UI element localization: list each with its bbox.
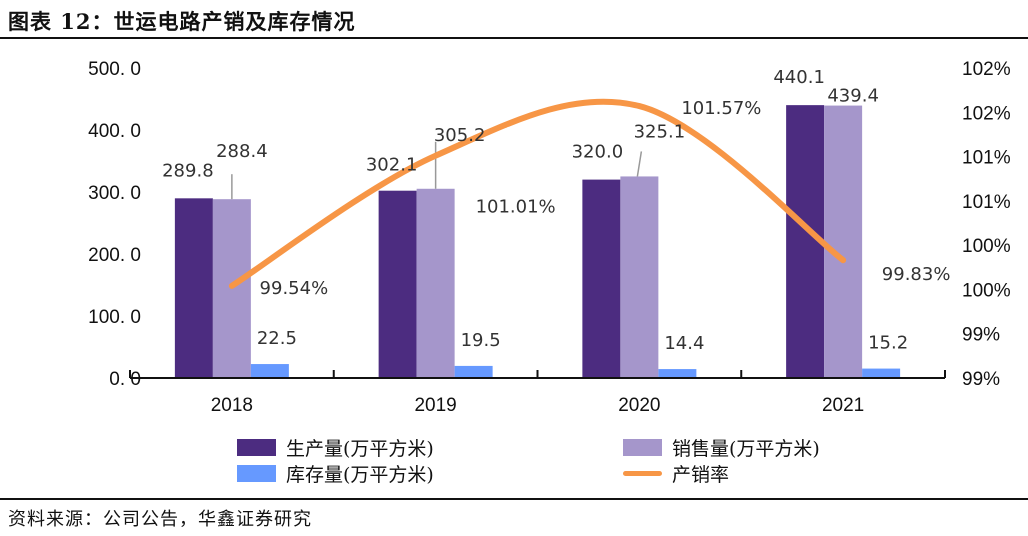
data-label-ratio-2019: 101.01% <box>476 197 556 218</box>
left-axis-tick-label: 500. 0 <box>88 59 141 80</box>
data-label-sales-2018: 288.4 <box>216 141 268 162</box>
data-label-inventory-2020: 14.4 <box>664 333 704 354</box>
right-axis-tick-label: 99% <box>962 325 1000 346</box>
legend-item-inventory: 库存量(万平方米) <box>237 460 434 487</box>
legend-item-sales: 销售量(万平方米) <box>623 434 820 461</box>
leader-lines-layer <box>231 141 643 200</box>
data-label-ratio-2018: 99.54% <box>260 278 329 299</box>
right-axis-tick-label: 101% <box>962 148 1011 169</box>
x-tick-label-2019: 2019 <box>414 395 456 416</box>
left-axis-tick-label: 100. 0 <box>88 307 141 328</box>
bar-sales-2020 <box>620 176 659 378</box>
left-axis-tick-label: 0. 0 <box>109 369 141 390</box>
data-label-ratio-2020: 101.57% <box>681 98 761 119</box>
data-label-sales-2021: 439.4 <box>827 86 879 107</box>
data-label-inventory-2019: 19.5 <box>461 330 501 351</box>
data-label-sales-2019: 305.2 <box>434 125 486 146</box>
bar-production-2020 <box>582 179 621 378</box>
data-label-production-2020: 320.0 <box>572 142 624 163</box>
data-label-ratio-2021: 99.83% <box>882 264 951 285</box>
legend-swatch-sales <box>623 439 662 456</box>
data-label-production-2019: 302.1 <box>366 155 418 176</box>
leader-line-sales-2020 <box>636 151 643 177</box>
axes-layer: 2018 2019 2020 2021 0. 0 100. 0 200. 0 300. 0 40… <box>88 59 1011 416</box>
source-note: 资料来源：公司公告，华鑫证券研究 <box>8 509 312 530</box>
legend-label-ratio: 产销率 <box>672 464 730 486</box>
bar-inventory-2019 <box>454 365 493 378</box>
right-axis-tick-label: 100% <box>962 280 1011 301</box>
right-axis-tick-label: 100% <box>962 236 1011 257</box>
legend-label-sales: 销售量(万平方米) <box>672 438 820 460</box>
bars-layer <box>174 105 901 379</box>
left-axis-tick-label: 300. 0 <box>88 183 141 204</box>
left-axis-tick-label: 400. 0 <box>88 121 141 142</box>
legend-label-inventory: 库存量(万平方米) <box>286 464 434 486</box>
x-tick-label-2020: 2020 <box>618 395 660 416</box>
bar-inventory-2020 <box>658 369 697 378</box>
legend-label-production: 生产量(万平方米) <box>286 438 434 460</box>
legend-item-ratio: 产销率 <box>623 460 729 487</box>
chart-title: 图表 12：世运电路产销及库存情况 <box>8 9 356 34</box>
right-axis-tick-label: 102% <box>962 59 1011 80</box>
right-axis-tick-label: 102% <box>962 103 1011 124</box>
data-label-production-2021: 440.1 <box>773 67 825 88</box>
legend-swatch-ratio <box>623 471 662 476</box>
legend-swatch-production <box>237 439 276 456</box>
x-tick-label-2021: 2021 <box>822 395 864 416</box>
footer-divider <box>0 498 1028 500</box>
bar-production-2018 <box>174 198 213 378</box>
left-axis-tick-label: 200. 0 <box>88 245 141 266</box>
bar-inventory-2018 <box>250 364 289 378</box>
data-label-production-2018: 289.8 <box>162 160 214 181</box>
bar-inventory-2021 <box>862 368 901 378</box>
data-label-inventory-2021: 15.2 <box>868 333 908 354</box>
legend-swatch-inventory <box>237 465 276 482</box>
ratio-line-layer <box>228 98 847 289</box>
right-axis-tick-label: 101% <box>962 192 1011 213</box>
bar-production-2019 <box>378 190 417 378</box>
title-divider <box>0 37 1028 39</box>
x-tick-label-2018: 2018 <box>211 395 253 416</box>
ratio-line <box>228 98 847 289</box>
bar-sales-2019 <box>416 188 455 378</box>
legend-item-production: 生产量(万平方米) <box>237 434 434 461</box>
bar-sales-2021 <box>824 105 863 379</box>
right-axis-tick-label: 99% <box>962 369 1000 390</box>
data-label-sales-2020: 325.1 <box>634 121 686 142</box>
data-label-inventory-2018: 22.5 <box>257 328 297 349</box>
